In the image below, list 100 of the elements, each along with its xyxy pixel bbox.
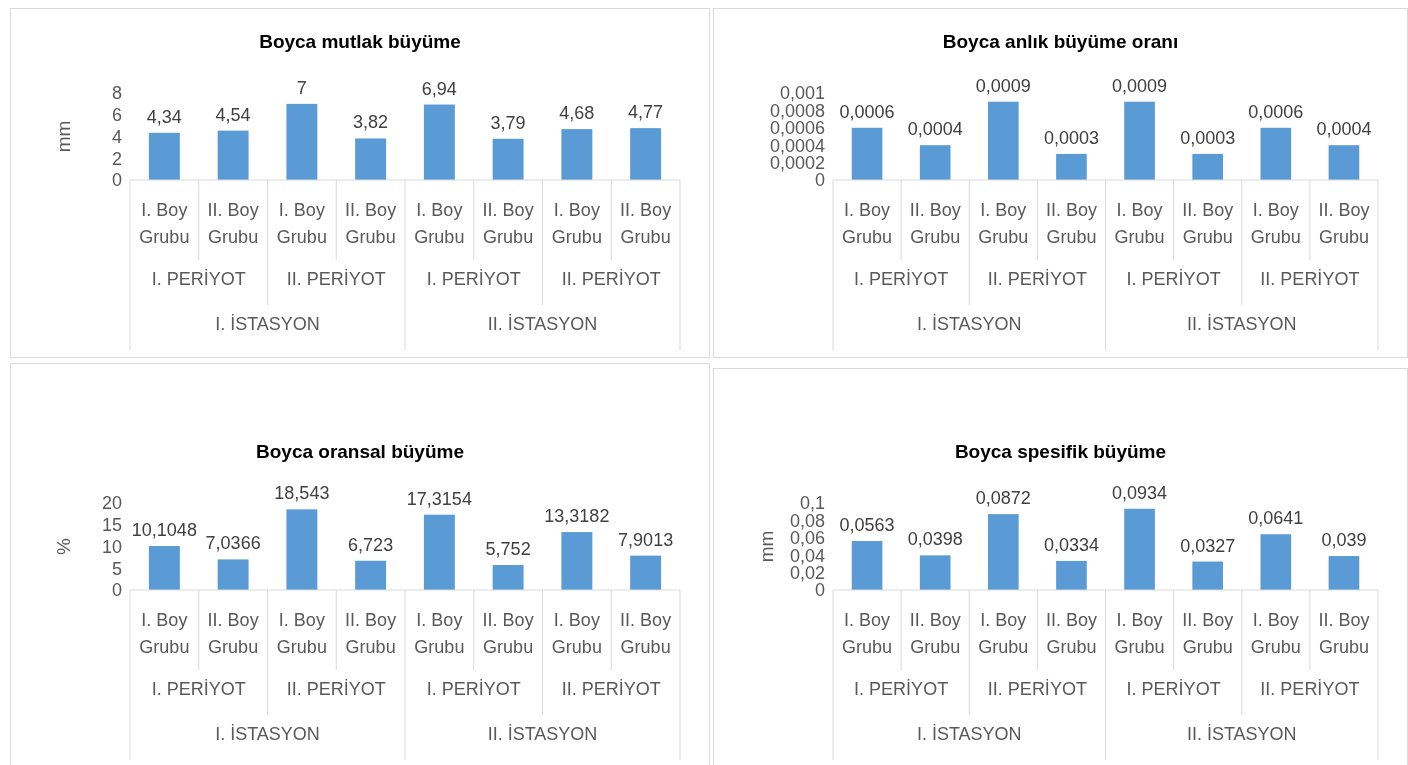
x-tick-label: I. Boy Grubu xyxy=(551,200,602,247)
x-tick-label: I. Boy Grubu xyxy=(139,610,190,657)
bar xyxy=(561,532,593,590)
y-tick-label: 4 xyxy=(111,126,122,147)
data-label: 0,0003 xyxy=(1180,127,1236,148)
x-tick-label: I. Boy Grubu xyxy=(414,200,465,247)
bar xyxy=(286,103,318,180)
text: I. İSTASYON xyxy=(215,724,320,744)
bar xyxy=(1192,561,1224,590)
x-tick-label: II. Boy Grubu xyxy=(620,200,672,247)
data-label: 3,82 xyxy=(353,112,389,133)
data-label: 4,68 xyxy=(559,103,595,124)
text: II. PERİYOT xyxy=(561,269,661,289)
x-tick-label: I. Boy Grubu xyxy=(1250,200,1301,247)
x-tick-label: II. Boy Grubu xyxy=(345,200,397,247)
data-label: 0,0004 xyxy=(907,119,963,140)
bar xyxy=(1124,508,1155,590)
data-label: 0,0004 xyxy=(1316,119,1372,140)
data-label: 0,0327 xyxy=(1180,535,1236,556)
x-tick-label: II. Boy Grubu xyxy=(1045,200,1097,247)
bar xyxy=(217,559,249,590)
x-tick-label: II. Boy Grubu xyxy=(1182,200,1234,247)
x-tick-label: II. Boy Grubu xyxy=(909,200,961,247)
bar xyxy=(630,128,662,180)
text: II. PERİYOT xyxy=(987,269,1087,289)
text: I. PERİYOT xyxy=(151,679,246,699)
data-label: 0,0006 xyxy=(839,101,895,122)
y-tick-label: 0 xyxy=(814,580,825,601)
data-label: 5,752 xyxy=(485,538,531,559)
text: I. PERİYOT xyxy=(854,269,949,289)
bar xyxy=(286,509,318,590)
data-label: 6,94 xyxy=(421,78,457,99)
x-tick-label: I. Boy Grubu xyxy=(842,200,893,247)
y-tick-label: 0 xyxy=(814,170,825,191)
text: I. PERİYOT xyxy=(426,679,521,699)
bar xyxy=(919,555,951,590)
bar xyxy=(148,546,180,590)
text: II. PERİYOT xyxy=(561,679,661,699)
x-tick-label: II. Boy Grubu xyxy=(482,610,534,657)
y-tick-label: 5 xyxy=(111,558,122,579)
x-tick-label: I. Boy Grubu xyxy=(1114,610,1165,657)
bar xyxy=(630,555,662,590)
y-tick-label: 10 xyxy=(101,536,122,557)
text: I. PERİYOT xyxy=(1126,679,1221,699)
bar xyxy=(1260,127,1292,180)
text: II. İSTASYON xyxy=(487,314,598,334)
x-tick-label: I. Boy Grubu xyxy=(1114,200,1165,247)
data-label: 7,9013 xyxy=(618,529,674,550)
bar xyxy=(423,104,455,180)
x-tick-label: I. Boy Grubu xyxy=(842,610,893,657)
data-label: 0,0003 xyxy=(1043,127,1099,148)
chart-title: Boyca mutlak büyüme xyxy=(259,31,461,52)
y-axis-title: mm xyxy=(756,530,777,563)
text: II. İSTASYON xyxy=(1186,314,1297,334)
chart-title: Boyca spesifik büyüme xyxy=(954,441,1167,462)
bar xyxy=(148,132,180,180)
x-tick-label: I. Boy Grubu xyxy=(276,610,327,657)
x-tick-label: I. Boy Grubu xyxy=(1250,610,1301,657)
chart-title: Boyca oransal büyüme xyxy=(255,441,465,462)
x-tick-label: II. Boy Grubu xyxy=(1318,610,1370,657)
x-tick-label: II. Boy Grubu xyxy=(909,610,961,657)
y-tick-label: 6 xyxy=(111,105,122,126)
text: II. PERİYOT xyxy=(286,269,386,289)
x-tick-label: II. Boy Grubu xyxy=(620,610,672,657)
y-tick-label: 20 xyxy=(101,493,122,514)
x-tick-label: II. Boy Grubu xyxy=(482,200,534,247)
text: I. PERİYOT xyxy=(1126,269,1221,289)
data-label: 10,1048 xyxy=(131,520,197,541)
data-label: 0,0398 xyxy=(907,529,963,550)
x-tick-label: II. Boy Grubu xyxy=(1182,610,1234,657)
x-tick-label: II. Boy Grubu xyxy=(207,200,259,247)
bar xyxy=(1124,101,1155,180)
bar xyxy=(492,564,524,590)
text: I. İSTASYON xyxy=(215,314,320,334)
text: II. PERİYOT xyxy=(286,679,386,699)
text: II. PERİYOT xyxy=(1260,679,1360,699)
data-label: 4,34 xyxy=(146,106,182,127)
data-label: 0,0641 xyxy=(1248,508,1304,529)
bar xyxy=(355,138,387,180)
x-tick-label: II. Boy Grubu xyxy=(345,610,397,657)
bar xyxy=(919,145,951,180)
x-tick-label: I. Boy Grubu xyxy=(139,200,190,247)
data-label: 17,3154 xyxy=(406,488,472,509)
x-tick-label: I. Boy Grubu xyxy=(551,610,602,657)
y-tick-label: 15 xyxy=(101,515,122,536)
data-label: 7,0366 xyxy=(205,533,261,554)
bar xyxy=(1328,145,1360,180)
data-label: 0,0563 xyxy=(839,515,895,536)
bar xyxy=(1056,153,1087,180)
x-tick-label: I. Boy Grubu xyxy=(978,610,1029,657)
data-label: 4,77 xyxy=(628,102,664,123)
data-label: 0,0009 xyxy=(975,75,1031,96)
data-label: 6,723 xyxy=(348,534,394,555)
y-axis-title: mm xyxy=(53,120,74,153)
y-tick-label: 2 xyxy=(111,148,122,169)
text: II. PERİYOT xyxy=(987,679,1087,699)
bar xyxy=(217,130,249,180)
y-axis-title: % xyxy=(53,537,74,555)
data-label: 7 xyxy=(296,77,307,98)
data-label: 0,0006 xyxy=(1248,101,1304,122)
